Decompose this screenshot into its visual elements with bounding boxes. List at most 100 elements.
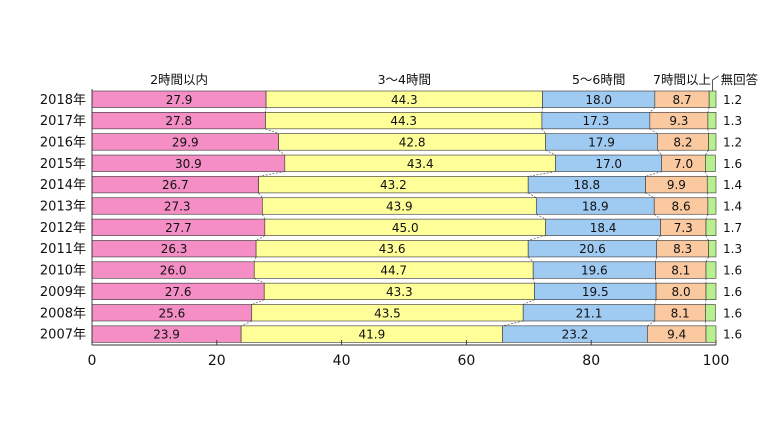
value-label: 17.9 (588, 135, 615, 149)
category-label: 2017年 (40, 114, 86, 129)
connector-line (654, 299, 657, 305)
connector-line (647, 320, 656, 327)
value-label: 7.0 (674, 157, 693, 171)
connector-line (258, 171, 285, 177)
value-labels-layer: 27.9 44.3 18.0 8.7 1.2 27.8 44.3 17.3 9.3 1.3 29.9… (153, 93, 742, 342)
value-label: 1.6 (723, 328, 742, 342)
value-label: 8.0 (672, 285, 691, 299)
bar-segment (705, 282, 717, 300)
value-label: 43.9 (386, 200, 413, 214)
value-label: 43.6 (379, 242, 406, 256)
category-label: 2010年 (40, 264, 86, 279)
value-label: 1.3 (723, 114, 742, 128)
value-label: 1.2 (723, 93, 742, 107)
connector-line (527, 256, 534, 263)
value-label: 19.6 (581, 264, 608, 278)
value-label: 8.3 (673, 242, 692, 256)
value-label: 18.4 (590, 221, 617, 235)
value-label: 43.2 (380, 178, 407, 192)
value-label: 26.3 (161, 242, 188, 256)
connector-line (536, 213, 546, 220)
value-label: 27.7 (165, 221, 192, 235)
value-label: 1.4 (723, 200, 742, 214)
legend-layer: 2時間以内 3～4時間 5～6時間 7時間以上 無回答 (150, 72, 759, 91)
value-label: 43.3 (386, 285, 413, 299)
connector-line (528, 171, 556, 177)
legend-leader-line (712, 75, 719, 91)
connector-line (649, 107, 656, 113)
value-label: 18.0 (585, 93, 612, 107)
value-label: 43.5 (374, 306, 401, 320)
connector-line (657, 149, 662, 156)
x-axis: 0 20 40 60 80 100 (88, 89, 730, 369)
category-label: 2011年 (40, 242, 86, 257)
connector-line (707, 107, 710, 113)
connector-line (655, 278, 657, 284)
connector-line (502, 320, 524, 327)
bar-segment (705, 304, 716, 322)
bar-segment (705, 154, 716, 172)
value-label: 9.3 (669, 114, 688, 128)
connector-line (523, 299, 535, 305)
connector-line (705, 235, 709, 241)
connector-line (705, 320, 707, 326)
connector-line (655, 256, 658, 262)
connector-line (705, 171, 708, 177)
value-label: 26.7 (162, 178, 189, 192)
legend-label: 無回答 (721, 72, 759, 87)
connector-line (545, 149, 556, 156)
connector-line (705, 214, 709, 220)
value-label: 1.6 (723, 306, 742, 320)
category-label: 2012年 (40, 221, 86, 236)
x-tick-label: 100 (703, 353, 730, 369)
connector-line (541, 107, 543, 113)
bar-segment (705, 218, 717, 236)
value-label: 1.6 (723, 157, 742, 171)
category-label: 2009年 (40, 285, 86, 300)
connector-line (649, 128, 658, 134)
value-label: 9.9 (667, 178, 686, 192)
value-label: 44.7 (380, 264, 407, 278)
connector-line (645, 192, 655, 199)
x-tick-label: 40 (333, 353, 351, 369)
value-label: 19.5 (582, 285, 609, 299)
connector-lines-layer (240, 107, 710, 327)
connector-line (240, 320, 252, 327)
value-label: 25.6 (159, 306, 186, 320)
bar-segment (705, 325, 717, 343)
bar-segment (708, 240, 717, 258)
connector-line (656, 235, 661, 241)
value-label: 8.1 (671, 306, 690, 320)
category-label: 2014年 (40, 178, 86, 193)
connector-line (705, 150, 709, 156)
connector-line (645, 171, 662, 177)
value-label: 8.2 (673, 135, 692, 149)
value-label: 1.6 (723, 285, 742, 299)
connector-line (251, 299, 265, 305)
connector-line (254, 277, 265, 284)
connector-line (528, 235, 546, 241)
x-tick-label: 80 (582, 353, 600, 369)
value-label: 18.9 (582, 200, 609, 214)
value-label: 1.3 (723, 242, 742, 256)
connector-line (707, 128, 709, 134)
x-tick-label: 20 (208, 353, 226, 369)
value-label: 1.6 (723, 264, 742, 278)
value-label: 41.9 (359, 328, 386, 342)
value-label: 1.4 (723, 178, 742, 192)
legend-label: 2時間以内 (150, 72, 208, 87)
bar-segment (707, 197, 717, 215)
value-label: 27.6 (165, 285, 192, 299)
value-label: 17.3 (583, 114, 610, 128)
connector-line (527, 192, 537, 199)
value-label: 27.3 (164, 200, 191, 214)
category-labels-layer: 2018年 2017年 2016年 2015年 2014年 2013年 2012年 2011年… (40, 93, 86, 343)
connector-line (262, 214, 266, 220)
category-label: 2013年 (40, 200, 86, 215)
value-label: 8.1 (671, 264, 690, 278)
connector-line (255, 235, 266, 241)
legend-label: 7時間以上 (653, 72, 711, 87)
category-label: 2008年 (40, 306, 86, 321)
connector-line (258, 192, 263, 198)
